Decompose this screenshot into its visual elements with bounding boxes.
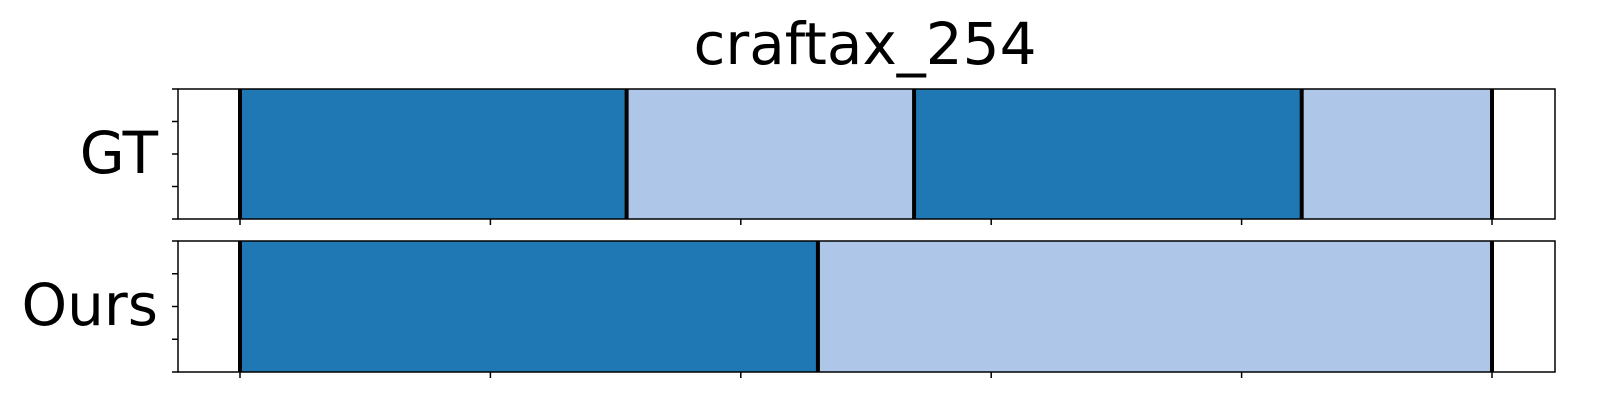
chart-title: craftax_254 <box>694 10 1037 78</box>
segment-bar <box>626 89 915 219</box>
segment-bar <box>240 241 818 372</box>
row-gt: GT <box>80 88 1556 220</box>
segment-bar <box>914 89 1302 219</box>
segment-bar <box>817 241 1492 372</box>
row-ours: Ours <box>22 240 1556 373</box>
segment-bar <box>1301 89 1492 219</box>
segment-bar <box>240 89 627 219</box>
row-label: Ours <box>22 271 158 339</box>
row-label: GT <box>80 119 159 187</box>
